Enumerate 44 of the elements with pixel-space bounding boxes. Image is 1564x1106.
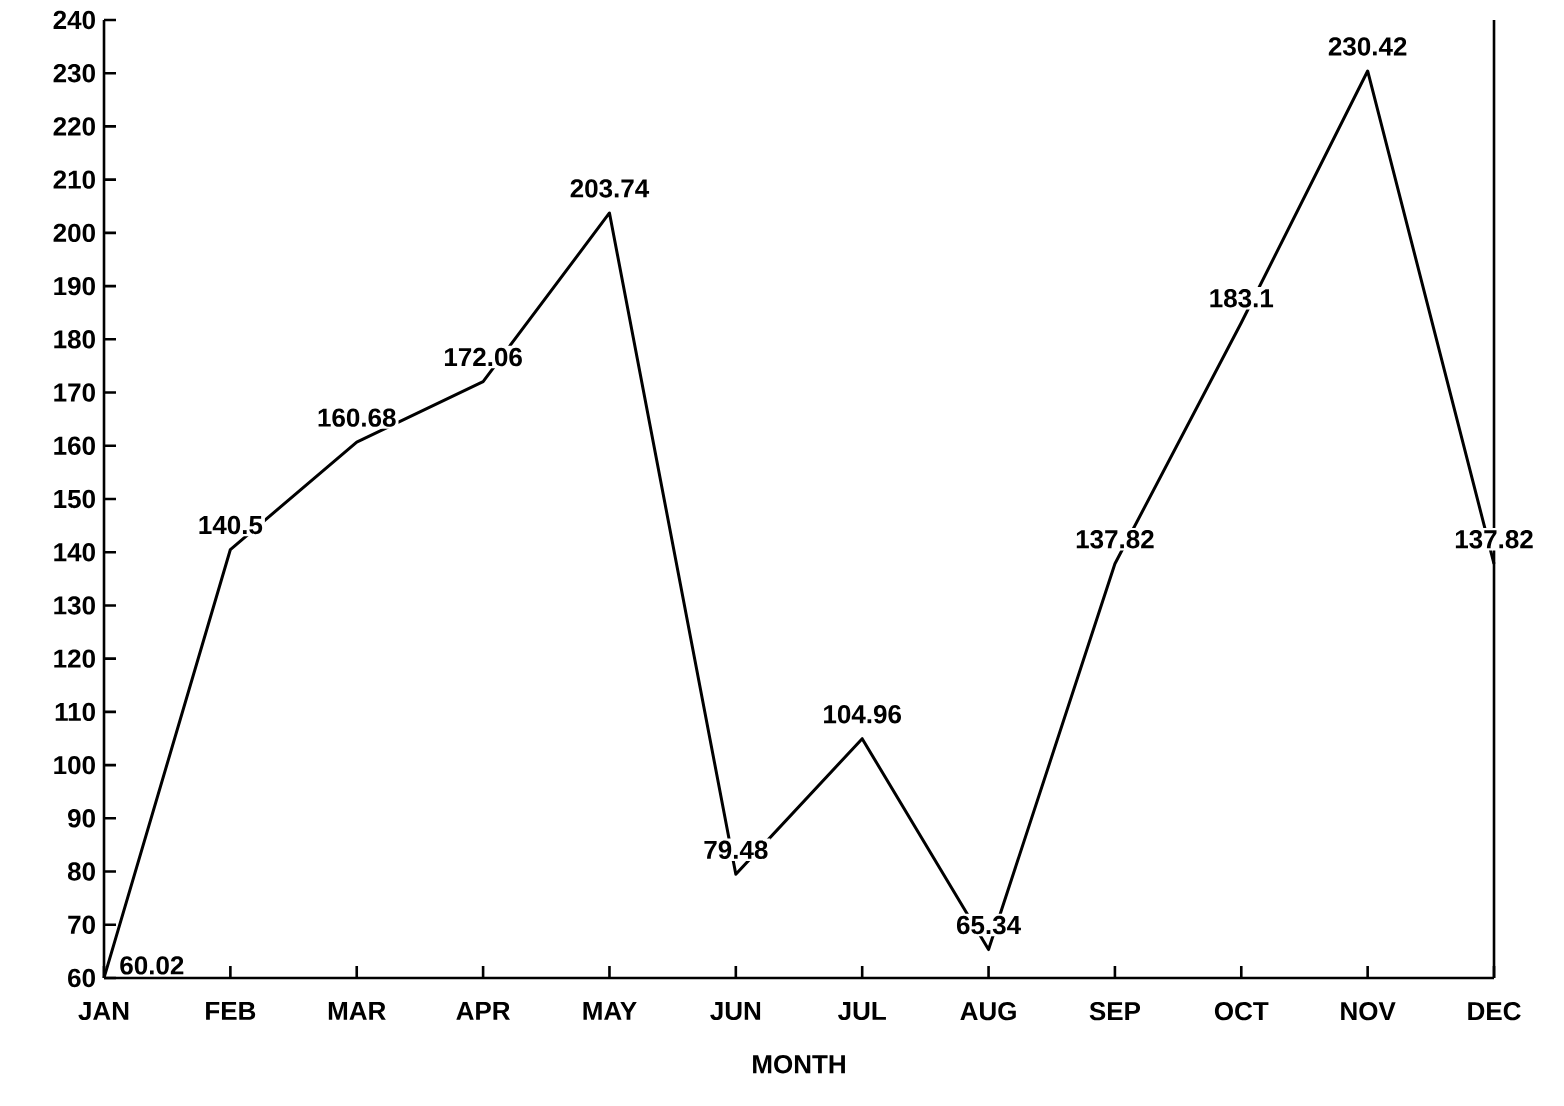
y-tick-label: 120 — [54, 649, 95, 668]
y-tick-label: 170 — [54, 383, 95, 402]
y-tick-label: 240 — [53, 10, 95, 30]
data-label: 172.06 — [444, 347, 522, 367]
x-tick-label: MAY — [583, 1001, 637, 1020]
y-tick-label: 160 — [54, 436, 95, 455]
y-tick-label: 230 — [53, 63, 95, 83]
x-tick-label: MAR — [328, 1001, 386, 1020]
x-tick-label: JUN — [710, 1001, 761, 1021]
y-tick-label: 100 — [54, 755, 95, 775]
y-tick-label: 130 — [54, 596, 95, 615]
data-label: 137.82 — [1076, 530, 1154, 549]
y-tick-label: 210 — [53, 170, 95, 189]
data-label: 140.5 — [199, 515, 263, 535]
x-tick-label: JUL — [838, 1001, 886, 1021]
x-axis-title: MONTH — [753, 1054, 845, 1074]
data-label: 79.48 — [704, 840, 768, 860]
y-tick-label: 60 — [68, 968, 95, 988]
y-tick-label: 70 — [68, 915, 95, 934]
y-tick-label: 140 — [54, 543, 95, 562]
x-tick-label: APR — [456, 1001, 511, 1020]
y-tick-label: 220 — [53, 117, 95, 136]
x-tick-label: DEC — [1468, 1001, 1521, 1021]
data-label: 137.82 — [1455, 530, 1533, 549]
data-label: 183.1 — [1210, 289, 1274, 308]
data-label: 60.02 — [120, 956, 184, 975]
data-label: 230.42 — [1328, 37, 1407, 56]
data-label: 203.74 — [570, 179, 650, 198]
y-tick-label: 80 — [67, 862, 95, 881]
y-tick-label: 200 — [53, 223, 95, 243]
x-tick-label: AUG — [960, 1001, 1016, 1021]
y-tick-label: 190 — [54, 276, 95, 296]
y-tick-label: 150 — [54, 489, 95, 509]
x-tick-label: NOV — [1341, 1001, 1396, 1021]
data-label: 104.96 — [824, 704, 901, 724]
x-tick-label: JAN — [78, 1001, 129, 1021]
data-label: 160.68 — [318, 408, 396, 427]
y-tick-label: 180 — [54, 330, 95, 349]
x-tick-label: OCT — [1214, 1001, 1269, 1021]
x-tick-label: FEB — [206, 1001, 256, 1020]
y-tick-label: 90 — [68, 809, 95, 828]
y-tick-label: 110 — [55, 702, 95, 722]
x-tick-label: SEP — [1089, 1001, 1141, 1021]
data-label: 65.34 — [956, 915, 1021, 935]
